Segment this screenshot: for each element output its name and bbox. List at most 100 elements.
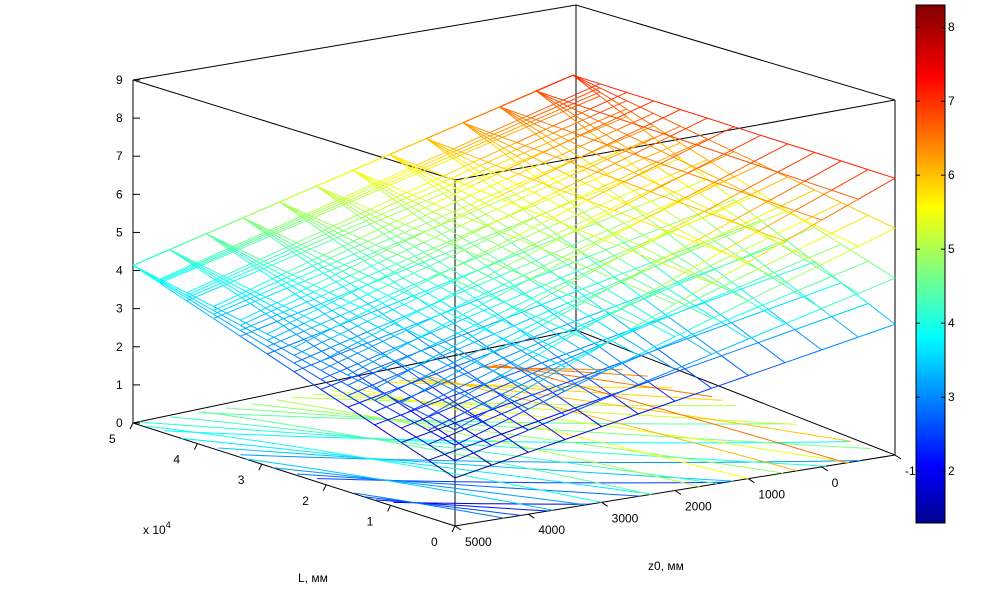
mesh-line: [611, 292, 649, 314]
mesh-line: [249, 277, 288, 295]
mesh-line: [320, 388, 348, 408]
mesh-line: [584, 301, 612, 314]
mesh-line: [196, 246, 234, 264]
mesh-line: [249, 271, 288, 290]
mesh-line: [831, 303, 869, 318]
mesh-line: [723, 181, 752, 195]
mesh-line: [611, 322, 649, 342]
colorbar-gradient: [915, 4, 946, 524]
y-tick-label: 3000: [612, 511, 639, 525]
mesh-line: [841, 243, 869, 262]
mesh-line: [804, 282, 842, 297]
mesh-line: [640, 271, 669, 290]
mesh-line: [464, 413, 502, 430]
mesh-line: [623, 185, 661, 204]
mesh-line: [550, 256, 588, 272]
mesh-line: [530, 259, 568, 280]
mesh-line: [443, 158, 481, 177]
mesh-line: [420, 332, 458, 352]
mesh-line: [733, 126, 761, 136]
mesh-line: [457, 297, 495, 318]
mesh-line: [501, 376, 539, 395]
mesh-line: [357, 363, 385, 381]
mesh-line: [560, 188, 598, 207]
mesh-line: [213, 298, 251, 315]
mesh-line: [543, 134, 581, 153]
mesh-line: [621, 290, 659, 310]
mesh-line: [530, 280, 568, 300]
mesh-line: [567, 239, 605, 260]
mesh-line: [316, 169, 354, 187]
floor-contour-line: [385, 381, 672, 389]
mesh-line: [784, 349, 822, 364]
mesh-line: [499, 106, 527, 117]
mesh-line: [433, 212, 471, 229]
mesh-line: [360, 235, 397, 252]
mesh-line: [437, 361, 475, 383]
mesh-line: [594, 319, 622, 337]
mesh-line: [477, 270, 505, 285]
mesh-line: [386, 231, 424, 251]
mesh-line: [714, 162, 752, 183]
mesh-line: [687, 153, 725, 174]
mesh-line: [611, 367, 639, 386]
mesh-line: [306, 202, 344, 219]
mesh-line: [677, 268, 715, 284]
mesh-line: [343, 197, 371, 210]
mesh-line: [587, 199, 615, 212]
mesh-line: [711, 261, 749, 284]
mesh-line: [347, 379, 385, 397]
mesh-line: [233, 233, 270, 251]
mesh-line: [711, 338, 749, 355]
mesh-line: [333, 208, 371, 227]
mesh-line: [704, 257, 742, 274]
mesh-line: [196, 265, 224, 283]
mesh-line: [303, 297, 341, 317]
mesh-line: [457, 351, 495, 367]
mesh-line: [536, 90, 564, 109]
mesh-line: [794, 232, 832, 252]
floor-contour-line: [170, 416, 718, 485]
mesh-line: [437, 381, 466, 397]
mesh-line: [640, 246, 669, 261]
mesh-line: [186, 294, 214, 311]
mesh-line: [489, 142, 517, 164]
mesh-line: [516, 132, 554, 150]
mesh-line: [423, 225, 461, 243]
mesh-line: [584, 351, 612, 369]
surface-mesh-2: [132, 74, 896, 462]
mesh-line: [477, 299, 505, 320]
mesh-line: [496, 192, 534, 210]
mesh-line: [242, 217, 271, 231]
floor-contour-line: [498, 363, 847, 464]
mesh-line: [501, 420, 539, 435]
mesh-line: [687, 224, 715, 242]
mesh-line: [259, 246, 297, 264]
mesh-line: [384, 379, 412, 397]
mesh-line: [650, 191, 678, 203]
mesh-line: [757, 268, 786, 283]
mesh-line: [333, 225, 361, 239]
y-axis: 5000 4000 3000 2000 1000 0 -1: [454, 454, 916, 549]
mesh-line: [579, 145, 608, 160]
mesh-line: [621, 335, 649, 354]
mesh-line: [276, 308, 305, 324]
mesh-line: [680, 109, 708, 119]
mesh-line: [427, 443, 456, 462]
x-axis: 0 1 2 3 4 5: [109, 422, 456, 549]
mesh-line: [159, 281, 187, 299]
mesh-line: [784, 263, 822, 283]
mesh-line: [589, 116, 627, 133]
mesh-line: [721, 286, 749, 301]
mesh-line: [467, 284, 505, 303]
mesh-line: [831, 260, 869, 277]
mesh-line: [621, 261, 659, 283]
surface-mesh-1: [132, 74, 896, 479]
mesh-line: [758, 291, 795, 308]
mesh-line: [501, 354, 539, 376]
mesh-line: [580, 152, 617, 169]
floor-contours: [139, 363, 871, 519]
mesh-line: [416, 151, 454, 169]
mesh-line: [242, 201, 280, 219]
mesh-line: [410, 364, 449, 384]
